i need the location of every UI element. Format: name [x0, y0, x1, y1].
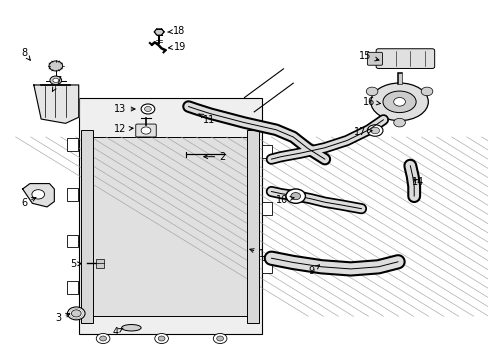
Bar	[91, 137, 249, 316]
Circle shape	[100, 336, 106, 341]
Text: 7: 7	[52, 76, 61, 91]
FancyBboxPatch shape	[366, 52, 382, 65]
Bar	[246, 130, 259, 323]
Circle shape	[141, 127, 151, 134]
Text: 12: 12	[114, 124, 133, 134]
Text: 19: 19	[168, 42, 186, 51]
Text: 17: 17	[354, 127, 371, 136]
Circle shape	[290, 193, 300, 200]
Text: 3: 3	[55, 313, 70, 323]
Text: 8: 8	[21, 48, 30, 60]
Bar	[67, 188, 78, 201]
Circle shape	[67, 307, 85, 320]
FancyBboxPatch shape	[136, 124, 156, 137]
Text: 11: 11	[198, 114, 215, 125]
Bar	[79, 98, 261, 334]
Circle shape	[393, 98, 405, 106]
Circle shape	[49, 61, 62, 71]
Text: 10: 10	[276, 195, 293, 205]
Circle shape	[366, 87, 377, 96]
Bar	[81, 130, 93, 323]
Polygon shape	[154, 29, 163, 35]
Circle shape	[155, 333, 168, 343]
Polygon shape	[34, 85, 79, 123]
Text: 5: 5	[70, 259, 81, 269]
Text: 1: 1	[249, 248, 264, 258]
Text: 15: 15	[359, 51, 378, 61]
Bar	[67, 281, 78, 294]
Circle shape	[420, 87, 432, 96]
Bar	[261, 202, 272, 215]
Circle shape	[32, 190, 44, 199]
Text: 6: 6	[21, 198, 36, 208]
Bar	[261, 145, 272, 158]
Text: 13: 13	[114, 104, 135, 114]
Circle shape	[285, 189, 305, 203]
Ellipse shape	[370, 83, 427, 121]
Text: 2: 2	[203, 152, 225, 162]
Text: 9: 9	[308, 265, 319, 276]
Text: 4: 4	[112, 327, 122, 337]
Text: 14: 14	[410, 177, 423, 187]
Circle shape	[96, 333, 110, 343]
Bar	[261, 260, 272, 273]
Bar	[67, 234, 78, 247]
Bar	[67, 138, 78, 150]
Ellipse shape	[382, 91, 415, 113]
Circle shape	[158, 336, 164, 341]
Text: 18: 18	[167, 26, 184, 36]
Circle shape	[71, 310, 81, 317]
FancyBboxPatch shape	[375, 49, 434, 68]
Circle shape	[393, 118, 405, 127]
Bar	[91, 137, 249, 316]
Circle shape	[53, 78, 59, 82]
Circle shape	[50, 76, 61, 85]
Bar	[96, 259, 104, 267]
Circle shape	[141, 104, 155, 114]
Polygon shape	[22, 184, 54, 207]
Circle shape	[370, 127, 379, 134]
Circle shape	[144, 107, 151, 112]
Text: 16: 16	[362, 97, 380, 107]
Ellipse shape	[122, 324, 141, 331]
Circle shape	[213, 333, 226, 343]
Circle shape	[216, 336, 223, 341]
Circle shape	[366, 125, 382, 136]
